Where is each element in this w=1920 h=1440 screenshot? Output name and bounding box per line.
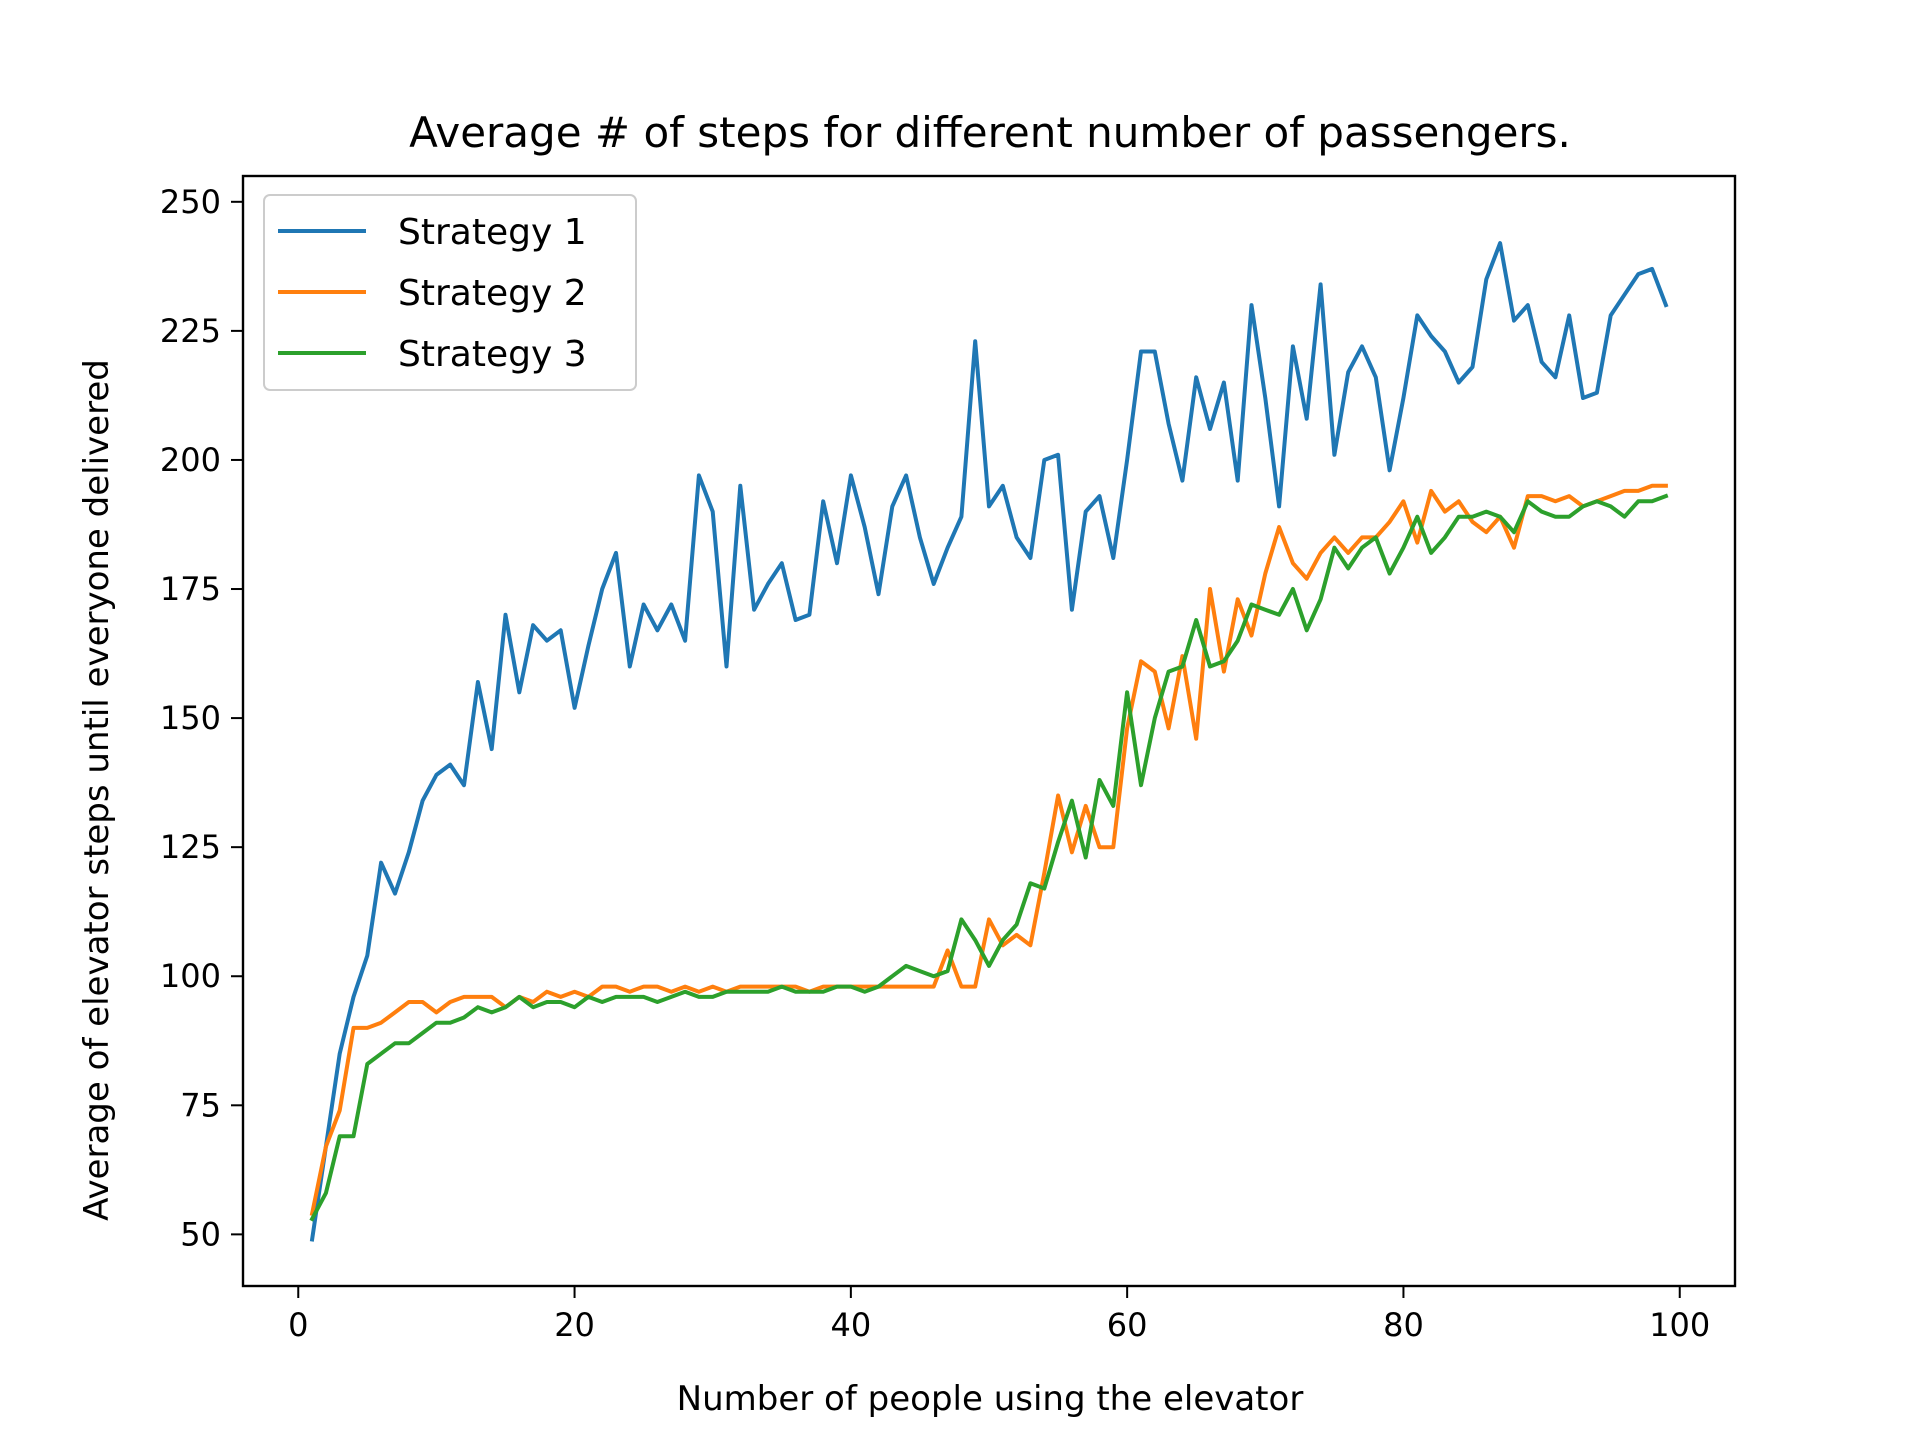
x-tick-label: 40 [830,1306,871,1344]
legend-label-strategy-1: Strategy 1 [398,212,587,253]
axes-ticks: 0 20 40 60 80 100 50 75 100 125 150 175 200 225 250 [160,183,1710,1344]
y-tick-label: 175 [160,570,221,608]
legend-label-strategy-2: Strategy 2 [398,273,587,314]
plot-frame [241,174,1737,1288]
y-axis-label: Average of elevator steps until everyone… [77,359,117,1221]
legend-box [263,194,637,391]
x-tick-label: 60 [1107,1306,1148,1344]
chart-title: Average # of steps for different number … [409,108,1571,157]
x-tick-label: 20 [554,1306,595,1344]
series-line-strategy-3 [309,493,1669,1222]
series-line-strategy-2 [309,483,1668,1217]
x-axis-label: Number of people using the elevator [677,1379,1304,1419]
series-line-strategy-1 [309,241,1669,1242]
y-tick-label: 75 [180,1086,221,1124]
y-tick-label: 125 [160,828,221,866]
x-tick-label: 80 [1383,1306,1424,1344]
legend: Strategy 1 Strategy 2 Strategy 3 [263,194,637,391]
x-tick-label: 0 [288,1306,308,1344]
y-tick-label: 100 [160,957,221,995]
y-tick-label: 150 [160,699,221,737]
y-tick-label: 225 [160,312,221,350]
y-tick-label: 250 [160,183,221,221]
y-tick-label: 200 [160,441,221,479]
legend-label-strategy-3: Strategy 3 [398,334,587,375]
y-tick-label: 50 [180,1215,221,1253]
plot-area [309,241,1669,1242]
x-tick-label: 100 [1649,1306,1710,1344]
